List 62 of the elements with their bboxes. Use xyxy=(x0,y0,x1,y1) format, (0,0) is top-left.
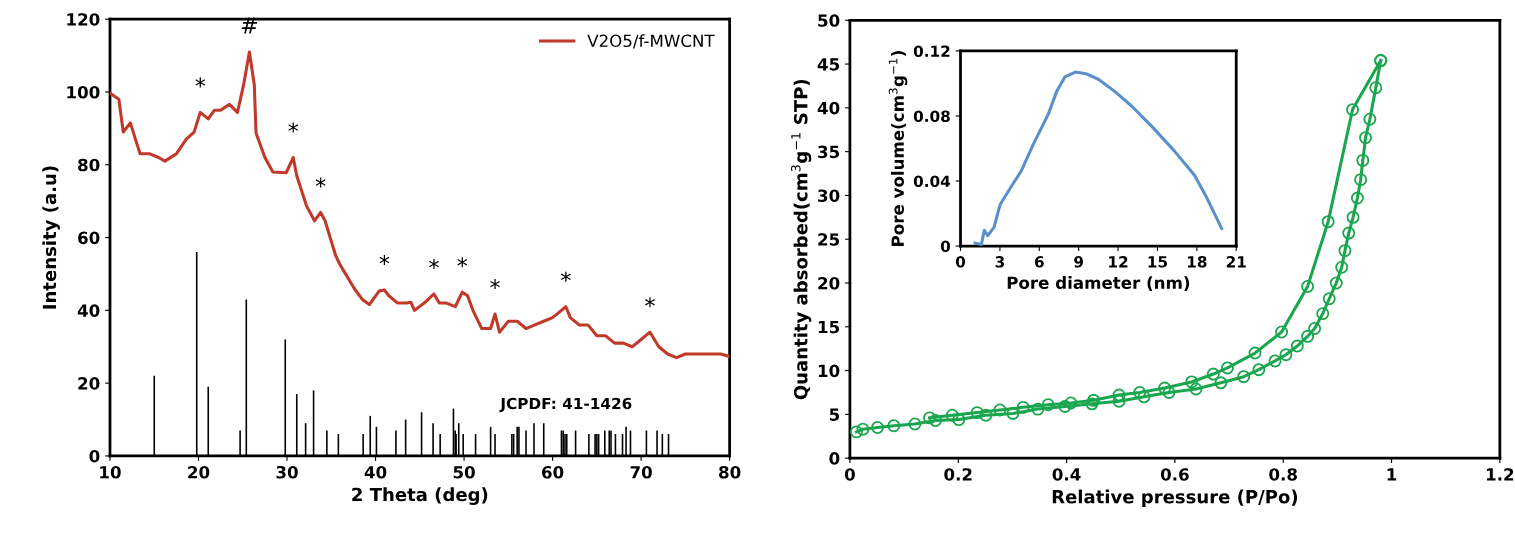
x-tick-label: 9 xyxy=(1074,256,1084,268)
annotation: * xyxy=(560,271,571,282)
x-tick-label: 0 xyxy=(955,256,966,268)
y-tick-label: 80 xyxy=(78,158,100,172)
annotation: * xyxy=(457,257,468,268)
annotation: * xyxy=(379,254,390,266)
x-tick-label: 50 xyxy=(453,465,475,479)
x-tick-label: 0.4 xyxy=(1052,468,1081,481)
x-tick-label: 40 xyxy=(364,465,387,479)
y-tick-label: 25 xyxy=(818,233,840,246)
annotation: * xyxy=(195,77,206,88)
x-tick-label: 12 xyxy=(1109,256,1128,268)
y-tick-label: 0.12 xyxy=(913,45,950,57)
x-tick-label: 15 xyxy=(1148,256,1168,268)
x-tick-label: 80 xyxy=(719,465,741,479)
y-tick-label: 20 xyxy=(78,377,100,390)
x-tick-label: 18 xyxy=(1187,256,1207,268)
x-tick-label: 70 xyxy=(630,465,652,479)
y-tick-label: 60 xyxy=(78,231,100,245)
y-tick-label: 45 xyxy=(817,58,840,71)
series-label: JCPDF: 41-1426 xyxy=(499,397,632,413)
y-tick-label: 15 xyxy=(818,320,840,334)
y-tick-label: 35 xyxy=(818,145,840,159)
y-tick-label: 0.08 xyxy=(913,110,950,123)
x-axis-title: 2 Theta (deg) xyxy=(352,487,488,505)
y-tick-label: 40 xyxy=(77,304,100,317)
x-tick-label: 3 xyxy=(995,256,1004,268)
x-tick-label: 60 xyxy=(542,465,564,479)
annotation: * xyxy=(429,258,439,270)
x-tick-label: 30 xyxy=(276,465,298,479)
y-tick-label: 0 xyxy=(829,452,840,465)
annotation: * xyxy=(315,177,326,188)
annotation: * xyxy=(288,122,299,133)
x-tick-label: 20 xyxy=(188,465,210,479)
y-tick-label: 120 xyxy=(67,13,100,26)
x-axis-title: Pore diameter (nm) xyxy=(1007,276,1190,291)
x-axis-title: Relative pressure (P/Po) xyxy=(1052,489,1298,508)
x-tick-label: 0 xyxy=(844,468,855,481)
annotation: * xyxy=(645,297,655,308)
x-tick-label: 0.8 xyxy=(1269,468,1297,481)
x-tick-label: 21 xyxy=(1226,256,1246,268)
legend-label: V2O5/f-MWCNT xyxy=(587,34,715,49)
x-tick-label: 1 xyxy=(1387,468,1397,481)
y-tick-label: 10 xyxy=(818,364,840,378)
x-tick-label: 10 xyxy=(100,465,121,479)
x-tick-label: 1.2 xyxy=(1486,468,1514,481)
y-tick-label: 30 xyxy=(818,189,840,202)
y-tick-label: 40 xyxy=(817,101,840,115)
y-axis-title: Pore volume(cm$^{3}$g$^{−1}$) xyxy=(888,51,908,246)
y-tick-label: 0 xyxy=(940,240,951,253)
y-tick-label: 5 xyxy=(829,408,840,421)
y-tick-label: 20 xyxy=(818,276,840,290)
y-tick-label: 100 xyxy=(67,85,100,99)
x-tick-label: 0.2 xyxy=(944,468,972,481)
annotation: * xyxy=(490,278,500,290)
x-tick-label: 6 xyxy=(1034,256,1044,268)
x-tick-label: 0.6 xyxy=(1160,468,1189,481)
y-axis-title: Intensity (a.u) xyxy=(42,166,60,309)
y-tick-label: 0 xyxy=(89,449,100,463)
y-tick-label: 50 xyxy=(818,14,840,27)
y-axis-title: Quantity absorbed(cm$^{3}$g$^{−1}$ STP) xyxy=(791,79,812,400)
y-tick-label: 0.04 xyxy=(913,175,951,188)
